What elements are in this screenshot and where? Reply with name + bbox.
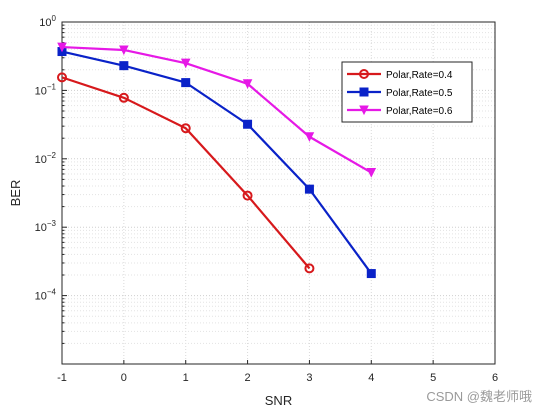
legend-swatch-marker [359, 105, 369, 116]
y-tick-label: 10−1 [35, 82, 57, 97]
x-tick-label: 5 [430, 372, 436, 384]
data-point [366, 168, 377, 178]
legend-entry: Polar,Rate=0.6 [386, 106, 453, 117]
x-tick-label: 2 [245, 372, 251, 384]
data-point [118, 92, 129, 103]
plot-area [61, 21, 496, 365]
y-axis-label: BER [8, 180, 23, 207]
data-point [57, 72, 67, 83]
legend-swatch-marker [359, 87, 369, 97]
data-point [366, 269, 376, 279]
data-point [180, 58, 191, 69]
x-tick-label: 3 [306, 372, 312, 384]
data-point [304, 184, 314, 194]
series-lines [57, 42, 377, 279]
data-point [119, 61, 129, 71]
data-point [304, 132, 315, 142]
x-tick-label: 4 [368, 372, 374, 384]
x-tick-label: -1 [57, 372, 67, 384]
data-point [119, 45, 129, 56]
watermark: CSDN @魏老师哦 [426, 389, 532, 404]
y-tick-label: 100 [39, 14, 56, 29]
legend-swatch-marker [359, 69, 369, 79]
series-line [61, 50, 373, 275]
legend: Polar,Rate=0.4 Polar,Rate=0.5 Polar,Rate=0… [341, 61, 473, 123]
data-point [242, 190, 253, 201]
series-line [61, 45, 372, 174]
data-point [304, 263, 315, 274]
data-point [242, 79, 253, 89]
y-tick-label: 10−2 [35, 151, 57, 166]
series-line [61, 76, 311, 270]
x-tick-label: 6 [492, 372, 498, 384]
data-point [180, 123, 191, 134]
y-tick-label: 10−3 [35, 219, 57, 234]
y-tick-label: 10−4 [35, 288, 57, 303]
legend-entry: Polar,Rate=0.5 [386, 88, 453, 99]
legend-entry: Polar,Rate=0.4 [386, 70, 453, 81]
data-point [243, 119, 253, 129]
x-tick-label: 0 [121, 372, 127, 384]
data-point [181, 78, 191, 88]
x-tick-label: 1 [183, 372, 189, 384]
x-axis-label: SNR [265, 393, 292, 408]
axis-ticks: -1 0 1 2 3 4 5 6 100 10−1 10−2 10−3 10−4 [35, 14, 498, 384]
data-point [57, 42, 67, 53]
